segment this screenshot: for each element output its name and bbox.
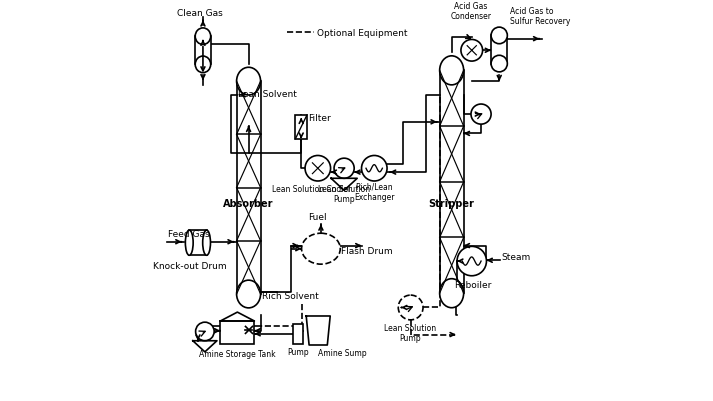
Text: Steam: Steam	[501, 252, 530, 261]
Circle shape	[471, 105, 491, 125]
Text: Rich Solvent: Rich Solvent	[262, 291, 319, 300]
Circle shape	[195, 322, 214, 341]
Text: Lean Solution
Pump: Lean Solution Pump	[384, 323, 436, 342]
Ellipse shape	[195, 29, 210, 45]
Ellipse shape	[491, 56, 508, 73]
Circle shape	[334, 159, 354, 179]
Text: Flash Drum: Flash Drum	[341, 246, 393, 255]
Ellipse shape	[491, 28, 508, 45]
Text: Rich/Lean
Exchanger: Rich/Lean Exchanger	[354, 182, 394, 202]
Bar	[195, 37, 210, 65]
Text: Amine Storage Tank: Amine Storage Tank	[199, 349, 276, 358]
Circle shape	[399, 296, 423, 320]
Text: Lean Solvent: Lean Solvent	[237, 90, 297, 99]
Bar	[294, 324, 303, 344]
Ellipse shape	[440, 279, 463, 308]
Ellipse shape	[202, 231, 210, 255]
Ellipse shape	[237, 280, 260, 308]
Bar	[491, 36, 508, 65]
Bar	[440, 71, 463, 294]
Circle shape	[457, 247, 486, 276]
Ellipse shape	[195, 57, 210, 73]
Text: Lean Solution Cooler: Lean Solution Cooler	[272, 184, 352, 193]
Ellipse shape	[440, 57, 463, 86]
Ellipse shape	[185, 231, 193, 255]
Text: Feed Gas: Feed Gas	[168, 230, 210, 239]
Text: Lean Solution
Pump: Lean Solution Pump	[318, 184, 370, 204]
Bar	[237, 82, 260, 294]
Text: Stripper: Stripper	[429, 198, 475, 209]
Text: Acid Gas
Condenser: Acid Gas Condenser	[451, 2, 491, 21]
Text: Acid Gas to
Sulfur Recovery: Acid Gas to Sulfur Recovery	[511, 7, 571, 26]
Text: Knock-out Drum: Knock-out Drum	[153, 261, 226, 270]
Text: Absorber: Absorber	[223, 198, 274, 209]
Bar	[220, 321, 255, 344]
Text: Optional Equipment: Optional Equipment	[317, 28, 408, 38]
Text: Filter: Filter	[308, 113, 331, 122]
Bar	[189, 231, 207, 255]
Ellipse shape	[237, 68, 260, 96]
Circle shape	[305, 156, 331, 182]
Text: Fuel: Fuel	[308, 212, 327, 221]
Text: Clean Gas: Clean Gas	[177, 9, 222, 18]
Circle shape	[361, 156, 387, 182]
Text: Pump: Pump	[287, 347, 309, 356]
Circle shape	[461, 41, 483, 62]
Text: Reboiler: Reboiler	[454, 280, 491, 289]
Text: Amine Sump: Amine Sump	[318, 348, 366, 357]
Ellipse shape	[302, 234, 340, 265]
Bar	[295, 115, 307, 140]
